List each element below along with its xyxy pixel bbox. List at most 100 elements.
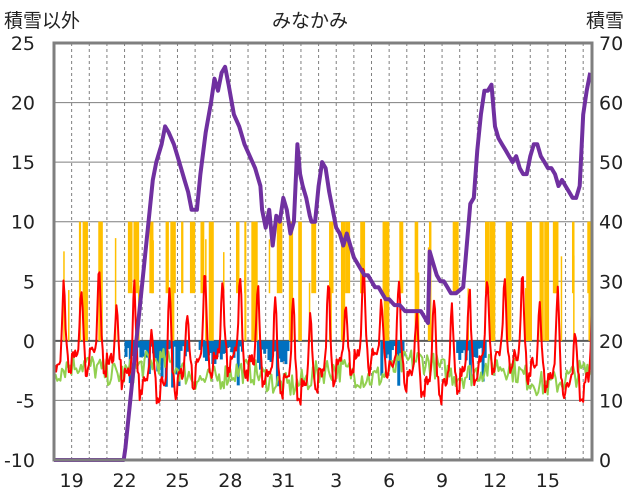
precip-bar [261,340,265,350]
precip-bar [466,340,470,351]
precip-bar [202,340,206,358]
precip-bar [169,340,173,349]
sunshine-bar [330,221,334,294]
x-tick-label: 9 [436,470,448,492]
sunshine-bar [382,221,388,294]
sunshine-bar [308,282,311,341]
left-tick-label: 25 [11,33,35,55]
precip-bar [278,340,282,359]
precip-bar [456,340,460,353]
precip-bar [219,340,223,360]
precip-bar [462,340,466,351]
left-tick-label: 5 [23,271,35,293]
precip-bar [226,340,230,348]
sunshine-bar [251,221,257,341]
x-tick-label: 19 [60,470,84,492]
precip-bar [263,340,267,354]
x-tick-label: 28 [218,470,242,492]
precip-bar [221,340,225,354]
x-tick-label: 25 [165,470,189,492]
x-tick-label: 22 [112,470,136,492]
sunshine-bar [539,221,544,341]
sunshine-bar [526,221,532,341]
sunshine-bar [311,221,317,294]
precip-bar [238,340,242,347]
sunshine-bar [235,221,240,294]
left-tick-label: 15 [11,152,35,174]
right-tick-label: 10 [599,390,623,412]
precip-bar [380,340,384,376]
precip-bar [126,340,130,349]
sunshine-bar [298,221,302,341]
sunshine-bar [82,221,88,341]
precip-bar [256,340,260,363]
left-tick-label: 0 [23,331,35,353]
sunshine-bar [345,221,351,294]
precip-bar [158,340,162,356]
sunshine-bar [68,290,70,341]
left-axis-title: 積雪以外 [4,10,81,32]
precip-bar [149,340,153,347]
precip-bar [154,340,158,359]
x-axis-ticks: 19 22 25 28 31 3 6 9 12 15 [60,470,560,492]
left-axis-ticks: 25 20 15 10 5 0 -5 -10 [4,33,35,472]
precip-bar [143,340,147,350]
precip-bar [477,340,481,349]
sunshine-bar [524,288,527,341]
right-tick-label: 30 [599,271,623,293]
right-tick-label: 20 [599,331,623,353]
left-tick-label: 10 [11,212,35,234]
precip-bar [390,340,394,351]
precip-bar [282,340,286,362]
precip-bar [460,340,464,353]
precip-bar [137,340,141,348]
right-axis-ticks: 70 60 50 40 30 20 10 0 [599,33,623,472]
precip-bar [479,340,483,348]
sunshine-bar [78,221,82,341]
precip-bar [473,340,477,358]
precip-bar [397,340,401,386]
sunshine-bar [509,221,512,294]
precip-bar [213,340,217,364]
precip-bar [124,340,128,357]
sunshine-bar [208,221,214,341]
x-tick-label: 3 [330,470,342,492]
precip-bar [458,340,462,360]
sunshine-bar [360,221,366,294]
sunshine-bar [452,221,459,294]
sunshine-bar [400,221,404,294]
sunshine-bar [587,221,593,294]
precip-bar [160,340,164,378]
right-tick-label: 50 [599,152,623,174]
sunshine-bar [417,272,420,341]
snow-depth-line [54,64,593,462]
precip-bar [468,340,472,380]
sunshine-bar [268,239,271,294]
sunshine-bar [573,255,575,341]
precip-bar [185,340,189,352]
x-tick-label: 31 [271,470,295,492]
precip-bar [273,340,277,352]
sunshine-bar [276,221,283,294]
precip-bar [156,340,160,372]
precip-bar [181,340,185,347]
sunshine-bar [489,221,494,341]
precip-bar [269,340,273,362]
sunshine-bar [200,221,205,294]
sunshine-bar [485,221,490,294]
precip-bar [265,340,269,349]
x-tick-label: 12 [483,470,507,492]
precip-bar [198,340,202,350]
precip-bar [267,340,271,360]
right-tick-label: 70 [599,33,623,55]
sunshine-bar [114,238,117,341]
sunshine-bar [414,221,419,341]
sunshine-bar [560,256,563,341]
sunshine-bar [288,221,294,341]
right-tick-label: 40 [599,212,623,234]
precip-bar [179,340,183,351]
precip-bar [141,340,145,357]
precip-bar [175,340,179,375]
precip-bar [393,340,397,347]
